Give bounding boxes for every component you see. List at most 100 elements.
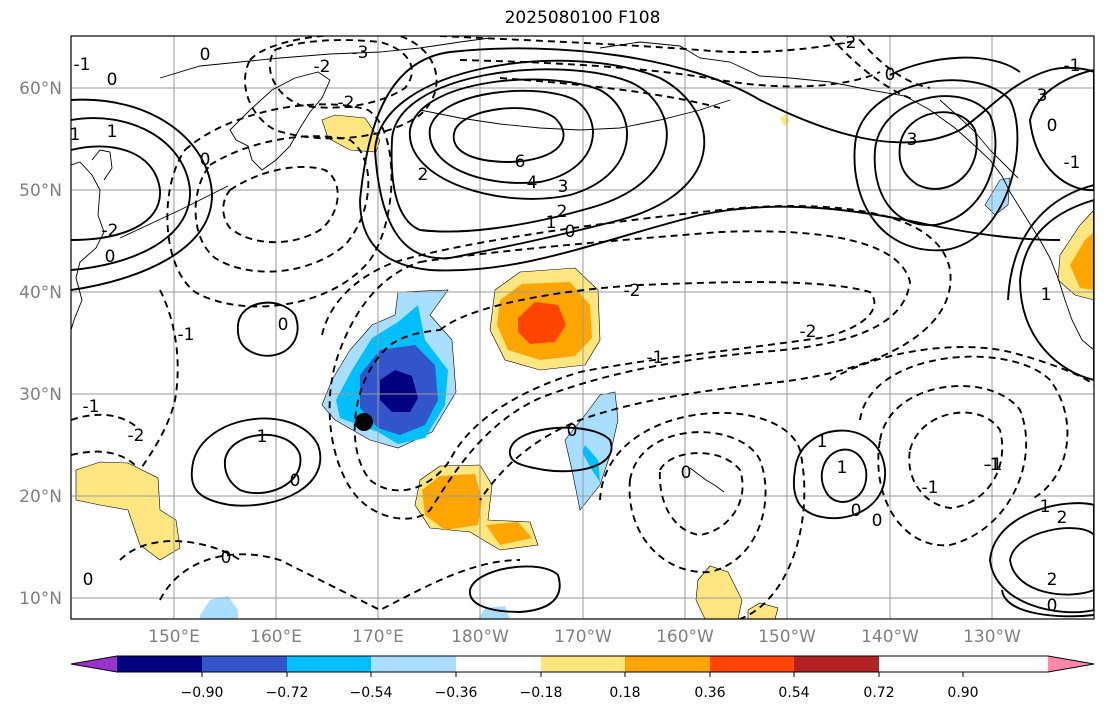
- colorbar-tick-labels: −0.90 −0.72 −0.54 −0.36 −0.18 0.18 0.36 …: [181, 685, 979, 701]
- contour-label: -2: [128, 426, 145, 446]
- lon-tick-label: 130°W: [963, 627, 1021, 647]
- colorbar-tick-label: −0.90: [181, 685, 224, 701]
- contour-solid-small-0: [236, 301, 299, 357]
- contour-label: -2: [338, 93, 355, 113]
- negative-anomaly-bottom: [478, 606, 510, 619]
- contour-solid-fareast-3: [1029, 69, 1094, 191]
- colorbar-cell: [117, 656, 202, 672]
- lon-tick-label: 180°W: [451, 627, 509, 647]
- contour-label: 3: [1037, 86, 1048, 106]
- contour-dashed-far-west-2: [71, 413, 141, 431]
- storm-position-marker: [355, 413, 373, 431]
- contour-labels: -1 0 -2 0 -3 2 1 0 -1 6 4 3 2 1 0 -1 0 -…: [71, 33, 1081, 616]
- contour-label: 0: [200, 150, 211, 170]
- plot-frame: [70, 35, 1095, 620]
- figure-title: 2025080100 F108: [504, 8, 661, 28]
- alaska-coast: [599, 41, 1094, 351]
- longitude-ticks: 150°E 160°E 170°E 180°W 170°W 160°W 150°…: [148, 627, 1021, 647]
- positive-anomaly-coast-mid: [1070, 232, 1094, 290]
- sakhalin-coast: [91, 149, 113, 181]
- contour-solid-0b: [359, 199, 1061, 272]
- contour-solid-east-1: [853, 79, 1019, 252]
- contour-label: -2: [800, 322, 817, 342]
- colorbar-tick-label: 0.18: [609, 685, 640, 701]
- contour-label: -1: [1064, 56, 1081, 76]
- contour-label: 0: [565, 222, 576, 242]
- contour-dashed-gulf-2: [859, 39, 931, 89]
- colorbar-tick-label: 0.54: [778, 685, 809, 701]
- contour-solid-sw-1: [223, 434, 302, 494]
- negative-anomaly-south-core: [582, 445, 600, 482]
- contour-label: 2: [418, 165, 429, 185]
- contour-label: 0: [872, 511, 883, 531]
- contour-solid-2: [390, 68, 668, 233]
- colorbar-cell: [710, 656, 794, 672]
- contour-label: -3: [352, 43, 369, 63]
- contour-dashed-low-3: [321, 205, 952, 501]
- contour-dashed-south-2: [119, 540, 241, 561]
- contour-label: 0: [83, 570, 94, 590]
- colorbar-outline: [70, 655, 1095, 673]
- colorbar-tick-label: −0.36: [435, 685, 478, 701]
- negative-anomaly-bc: [984, 177, 1011, 216]
- contour-solid-6: [452, 107, 565, 163]
- contour-label: -1: [83, 397, 100, 417]
- contour-label: 0: [851, 501, 862, 521]
- contour-solid-fareast-0: [1007, 184, 1094, 301]
- contour-label: 0: [221, 548, 232, 568]
- contour-dashed-east-2: [877, 385, 1028, 547]
- contour-label: 2: [1047, 570, 1058, 590]
- contour-solid-4: [428, 89, 594, 184]
- contour-label: 3: [558, 177, 569, 197]
- positive-anomaly-gulf-alaska: [780, 114, 790, 126]
- positive-anomaly-core: [518, 302, 566, 344]
- contour-dashed-low-2: [328, 230, 911, 520]
- contour-label: -2: [840, 33, 857, 53]
- lat-tick-label: 40°N: [19, 283, 62, 303]
- lon-tick-label: 160°E: [250, 627, 302, 647]
- positive-anomaly-hawaii-south: [695, 565, 743, 619]
- contour-solid-east-3: [898, 111, 978, 190]
- kuril-islands: [119, 185, 229, 239]
- contour-dashed-east-3: [859, 355, 1069, 501]
- contour-dashed-nw-3: [269, 39, 413, 109]
- contour-label: 0: [278, 315, 289, 335]
- contour-label: -1: [178, 325, 195, 345]
- contour-label: -2: [314, 57, 331, 77]
- contour-dashed-nw-2: [244, 36, 438, 140]
- contour-dashed-far-west-1: [139, 289, 179, 471]
- contour-lines: [71, 47, 1094, 618]
- contour-dashed-west-1: [222, 165, 339, 244]
- contour-label: 0: [681, 463, 692, 483]
- contour-label: 0: [200, 45, 211, 65]
- colorbar-cell: [202, 656, 287, 672]
- contour-lines-dashed: [71, 36, 1094, 619]
- contour-label: -1: [922, 478, 939, 498]
- contour-dashed-north-2: [439, 36, 861, 54]
- colorbar-high-extension: [1048, 656, 1094, 672]
- colorbar-tick-label: 0.90: [947, 685, 978, 701]
- colorbar-tick-label: −0.54: [350, 685, 393, 701]
- siberia-coast: [159, 37, 491, 79]
- contour-dashed-east-4: [829, 346, 1094, 386]
- contour-solid-sw-0: [190, 417, 322, 507]
- contour-solid-west-1: [71, 117, 191, 271]
- contour-label: 2: [1057, 508, 1068, 528]
- contour-solid-se-0: [1001, 589, 1094, 618]
- colorbar-cell: [456, 656, 541, 672]
- lat-tick-label: 50°N: [19, 181, 62, 201]
- contour-dashed-hawaii-3: [599, 411, 806, 619]
- contour-label: 1: [107, 122, 118, 142]
- colorbar-cell: [287, 656, 371, 672]
- contour-label: 0: [105, 247, 116, 267]
- contour-dashed-east-1: [908, 411, 1004, 509]
- contour-solid-west-2: [71, 145, 161, 241]
- kamchatka-coast: [229, 71, 331, 171]
- contour-label: 4: [527, 173, 538, 193]
- colorbar-tick-label: −0.18: [520, 685, 563, 701]
- alaska-panhandle: [939, 99, 1019, 179]
- contour-label: 1: [837, 458, 848, 478]
- lon-tick-label: 150°E: [148, 627, 200, 647]
- contour-solid-west-0: [71, 98, 213, 291]
- contour-label: 1: [1041, 285, 1052, 305]
